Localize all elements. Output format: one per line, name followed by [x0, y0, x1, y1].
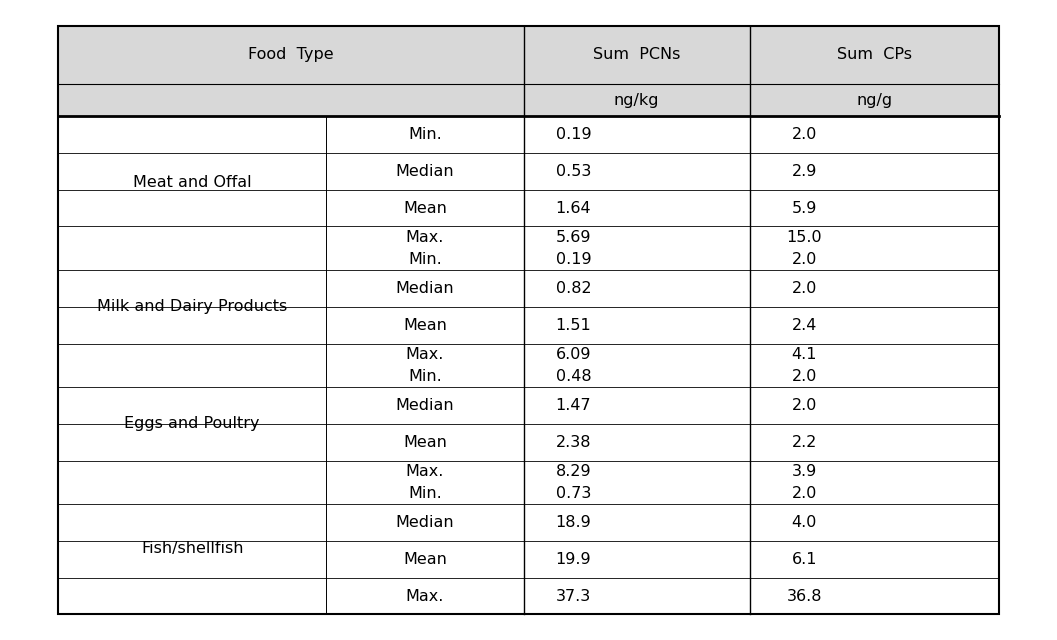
Text: Eggs and Poultry: Eggs and Poultry	[125, 417, 260, 431]
Text: Mean: Mean	[403, 552, 447, 567]
Text: 19.9: 19.9	[556, 552, 591, 567]
Text: 6.09: 6.09	[556, 347, 591, 362]
Text: Min.: Min.	[408, 486, 442, 501]
Text: Sum  CPs: Sum CPs	[837, 47, 912, 62]
Text: Min.: Min.	[408, 252, 442, 267]
Text: Median: Median	[395, 515, 455, 530]
Text: Max.: Max.	[406, 230, 444, 245]
Text: 18.9: 18.9	[556, 515, 591, 530]
Text: 0.48: 0.48	[556, 369, 591, 384]
Text: Min.: Min.	[408, 127, 442, 142]
Text: 2.9: 2.9	[792, 164, 817, 179]
Text: 2.0: 2.0	[792, 252, 817, 267]
Text: 0.53: 0.53	[556, 164, 591, 179]
Text: Sum  PCNs: Sum PCNs	[593, 47, 681, 62]
Text: Fish/shellfish: Fish/shellfish	[141, 541, 243, 556]
Text: ng/kg: ng/kg	[614, 93, 660, 108]
Text: Median: Median	[395, 281, 455, 296]
Text: 36.8: 36.8	[786, 589, 822, 604]
Text: Milk and Dairy Products: Milk and Dairy Products	[97, 300, 288, 314]
Text: 2.4: 2.4	[792, 317, 817, 333]
Text: 1.51: 1.51	[556, 317, 591, 333]
Text: Mean: Mean	[403, 317, 447, 333]
Text: 2.2: 2.2	[792, 435, 817, 450]
Text: Median: Median	[395, 398, 455, 413]
Text: Mean: Mean	[403, 201, 447, 216]
Text: Mean: Mean	[403, 435, 447, 450]
Text: 8.29: 8.29	[556, 464, 591, 479]
Text: 3.9: 3.9	[792, 464, 817, 479]
Text: Max.: Max.	[406, 589, 444, 604]
Text: 2.0: 2.0	[792, 281, 817, 296]
Text: Max.: Max.	[406, 347, 444, 362]
Text: Meat and Offal: Meat and Offal	[133, 175, 252, 190]
Text: 0.73: 0.73	[556, 486, 591, 501]
Text: 2.0: 2.0	[792, 127, 817, 142]
Text: 2.0: 2.0	[792, 486, 817, 501]
Text: 4.0: 4.0	[792, 515, 817, 530]
Text: 5.9: 5.9	[792, 201, 817, 216]
Text: 6.1: 6.1	[792, 552, 817, 567]
Bar	[58, 26, 999, 614]
Text: 2.0: 2.0	[792, 398, 817, 413]
Text: Food  Type: Food Type	[248, 47, 334, 62]
Bar	[58, 26, 999, 614]
Text: Max.: Max.	[406, 464, 444, 479]
Text: 0.82: 0.82	[556, 281, 591, 296]
Text: 4.1: 4.1	[792, 347, 817, 362]
Text: ng/g: ng/g	[856, 93, 892, 108]
Text: 2.38: 2.38	[556, 435, 591, 450]
Text: 15.0: 15.0	[786, 230, 822, 245]
Text: Median: Median	[395, 164, 455, 179]
Text: Min.: Min.	[408, 369, 442, 384]
Text: 2.0: 2.0	[792, 369, 817, 384]
Text: 1.64: 1.64	[556, 201, 591, 216]
Bar	[58, 26, 999, 116]
Text: 0.19: 0.19	[556, 252, 591, 267]
Text: 1.47: 1.47	[556, 398, 591, 413]
Text: 0.19: 0.19	[556, 127, 591, 142]
Text: 37.3: 37.3	[556, 589, 591, 604]
Text: 5.69: 5.69	[556, 230, 591, 245]
